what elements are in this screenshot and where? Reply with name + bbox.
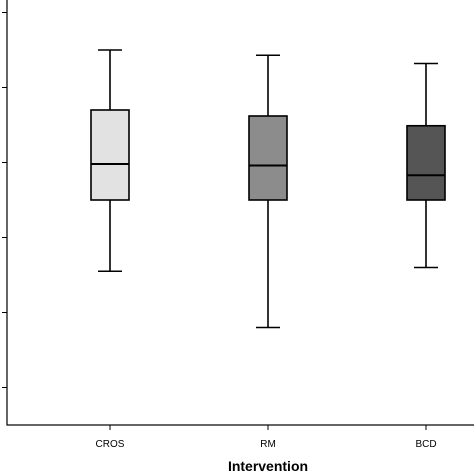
- x-tick-label-cros: CROS: [96, 439, 125, 450]
- iqr-box-bcd: [406, 124, 446, 201]
- box-rm: [248, 54, 288, 329]
- x-tick-label-bcd: BCD: [415, 439, 436, 450]
- iqr-box-cros: [90, 109, 130, 201]
- x-axis-title: Intervention: [228, 458, 308, 474]
- box-cros: [90, 49, 130, 273]
- box-bcd: [406, 62, 446, 269]
- x-tick-label-rm: RM: [260, 439, 276, 450]
- plot-frame: [6, 0, 474, 426]
- iqr-box-rm: [248, 115, 288, 201]
